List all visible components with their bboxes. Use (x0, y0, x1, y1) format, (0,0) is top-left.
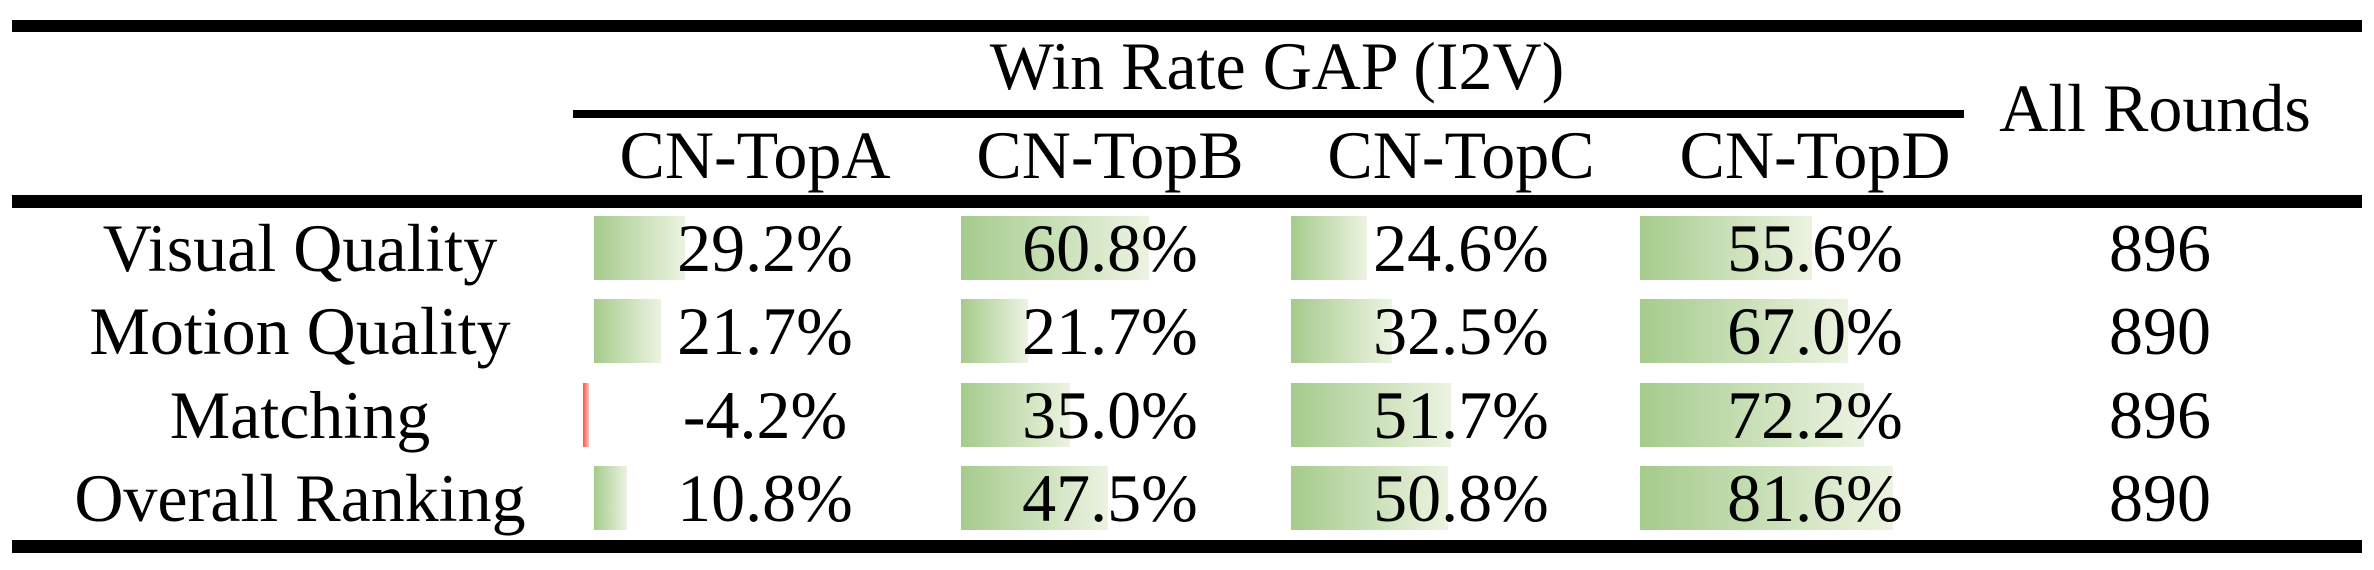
table-row: Visual Quality 29.2% 60.8% 24.6% 55.6% 896 (0, 207, 2374, 290)
all-rounds-value: 896 (2109, 376, 2211, 453)
row-label: Matching (169, 376, 431, 453)
win-rate-value: 50.8% (1373, 459, 1549, 536)
win-rate-value: 81.6% (1727, 459, 1903, 536)
positive-data-bar (594, 216, 685, 280)
win-rate-value: 29.2% (677, 210, 853, 287)
group-header-win-rate-gap: Win Rate GAP (I2V) (989, 27, 1565, 104)
all-rounds-value: 890 (2109, 459, 2211, 536)
row-label: Overall Ranking (74, 459, 526, 536)
table-rule-top (12, 20, 2362, 32)
positive-data-bar (594, 299, 662, 364)
win-rate-value: 72.2% (1727, 376, 1903, 453)
positive-data-bar (1640, 216, 1813, 280)
positive-data-bar (1291, 382, 1452, 447)
all-rounds-value: 896 (2109, 210, 2211, 287)
row-label: Visual Quality (102, 210, 498, 287)
negative-data-bar (583, 382, 589, 447)
positive-data-bar (961, 299, 1029, 364)
column-header-cn-topa: CN-TopA (619, 116, 891, 193)
win-rate-value: 24.6% (1373, 210, 1549, 287)
positive-data-bar (594, 465, 628, 530)
table-rule-group-header (573, 110, 1964, 118)
positive-data-bar (1640, 465, 1893, 530)
win-rate-value: 60.8% (1022, 210, 1198, 287)
column-header-all-rounds: All Rounds (1999, 69, 2311, 146)
table-row: Matching -4.2% 35.0% 51.7% 72.2% 896 (0, 374, 2374, 457)
win-rate-value: 21.7% (1022, 293, 1198, 370)
all-rounds-value: 890 (2109, 293, 2211, 370)
row-label: Motion Quality (89, 293, 511, 370)
table-row: Overall Ranking 10.8% 47.5% 50.8% 81.6% 890 (0, 457, 2374, 540)
win-rate-value: -4.2% (682, 376, 848, 453)
table-rule-bottom (12, 540, 2362, 553)
win-rate-value: 35.0% (1022, 376, 1198, 453)
positive-data-bar (1291, 465, 1449, 530)
column-header-cn-topd: CN-TopD (1679, 116, 1951, 193)
positive-data-bar (1291, 299, 1392, 364)
positive-data-bar (961, 216, 1150, 280)
positive-data-bar (1640, 382, 1864, 447)
column-header-cn-topb: CN-TopB (976, 116, 1244, 193)
positive-data-bar (1291, 216, 1368, 280)
win-rate-value: 67.0% (1727, 293, 1903, 370)
table-row: Motion Quality 21.7% 21.7% 32.5% 67.0% 890 (0, 290, 2374, 373)
win-rate-value: 32.5% (1373, 293, 1549, 370)
positive-data-bar (961, 465, 1109, 530)
win-rate-value: 47.5% (1022, 459, 1198, 536)
column-header-cn-topc: CN-TopC (1327, 116, 1595, 193)
win-rate-value: 10.8% (677, 459, 853, 536)
table-rule-header-bottom (12, 195, 2362, 208)
win-rate-value: 51.7% (1373, 376, 1549, 453)
positive-data-bar (961, 382, 1070, 447)
positive-data-bar (1640, 299, 1848, 364)
win-rate-value: 21.7% (677, 293, 853, 370)
win-rate-value: 55.6% (1727, 210, 1903, 287)
